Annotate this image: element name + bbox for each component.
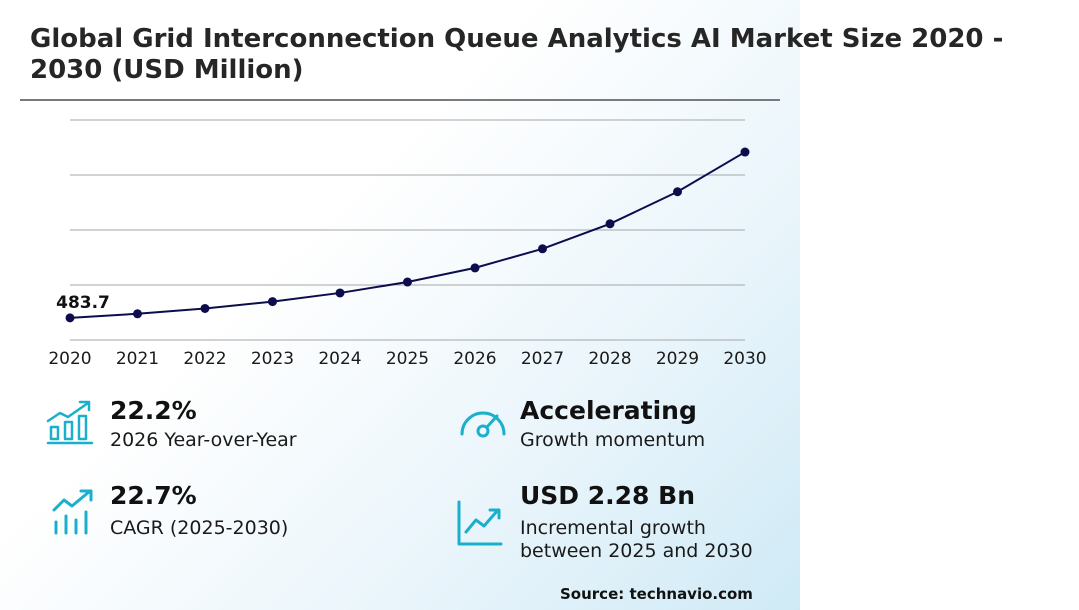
bar-chart-growth-icon (46, 399, 94, 449)
source-note: Source: technavio.com (560, 585, 753, 603)
data-point (65, 313, 75, 323)
data-point (538, 244, 547, 254)
data-point (605, 219, 615, 229)
data-point (268, 297, 277, 307)
kpi-momentum-value: Accelerating (520, 396, 697, 425)
x-tick-label: 2023 (251, 349, 294, 369)
data-point (470, 263, 480, 273)
kpi-momentum-label: Growth momentum (520, 429, 706, 451)
x-tick-label: 2024 (318, 349, 361, 369)
kpi-cagr-label: CAGR (2025-2030) (110, 517, 289, 539)
data-point (403, 277, 412, 287)
line-chart: 2020 2021 2022 2023 2024 2025 2026 2027 2028 2029… (48, 119, 767, 369)
chart-title: Global Grid Interconnection Queue Analyt… (30, 24, 1004, 85)
data-point (335, 288, 345, 298)
line-growth-icon (457, 500, 503, 550)
x-tick-label: 2030 (723, 349, 766, 369)
trend-bars-icon (52, 488, 96, 540)
x-tick-label: 2027 (521, 349, 564, 369)
data-label: 483.7 (56, 293, 110, 313)
data-point (200, 303, 210, 313)
title-divider (20, 99, 780, 101)
gauge-icon (457, 404, 509, 444)
x-tick-label: 2029 (656, 349, 699, 369)
kpi-yoy-value: 22.2% (110, 396, 197, 425)
kpi-yoy-label: 2026 Year-over-Year (110, 429, 297, 451)
kpi-cagr-value: 22.7% (110, 481, 197, 510)
series-line (69, 151, 746, 319)
x-tick-label: 2026 (453, 349, 496, 369)
x-tick-label: 2021 (116, 349, 159, 369)
x-tick-label: 2020 (48, 349, 91, 369)
x-tick-label: 2022 (183, 349, 226, 369)
x-tick-label: 2025 (386, 349, 429, 369)
x-tick-label: 2028 (588, 349, 631, 369)
data-point (740, 147, 750, 157)
kpi-incremental-value: USD 2.28 Bn (520, 481, 695, 510)
background-panel (0, 0, 800, 610)
data-point (133, 309, 142, 319)
kpi-incremental-label: Incremental growth between 2025 and 2030 (520, 517, 753, 562)
data-point (673, 187, 682, 197)
